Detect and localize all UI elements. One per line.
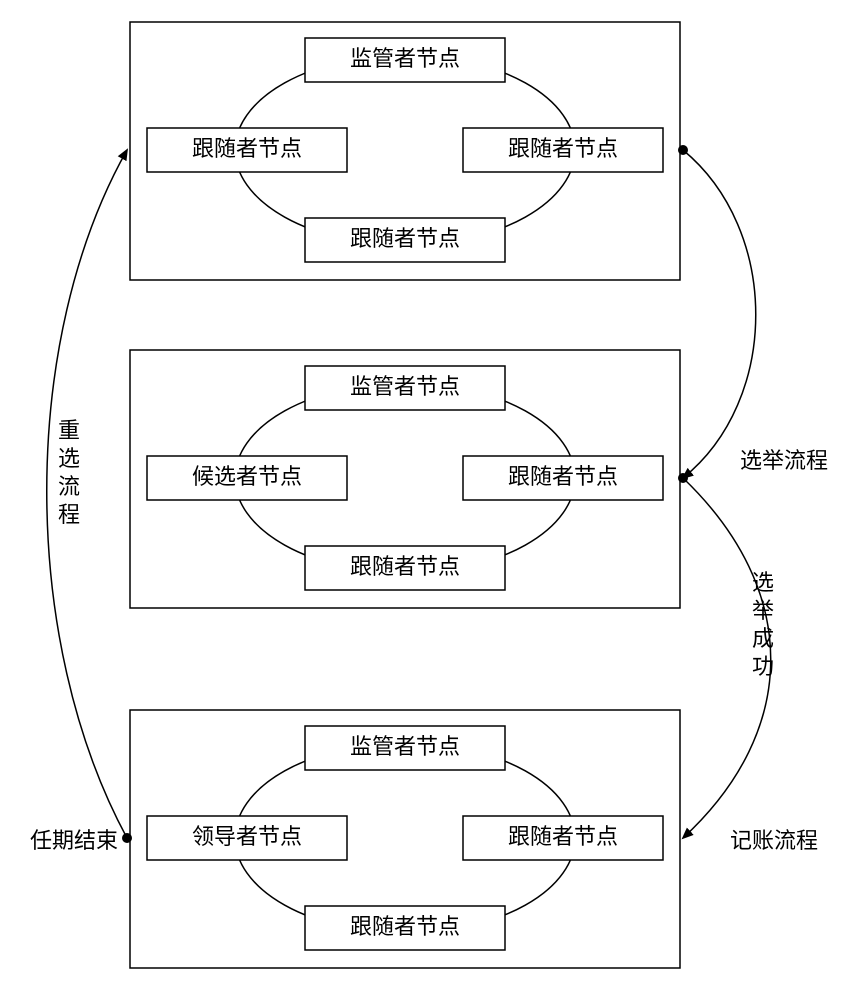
node-label-bot-leader: 领导者节点 bbox=[192, 824, 302, 849]
arrow-top-to-mid bbox=[683, 150, 756, 478]
side-label-left_vertical-char0: 重 bbox=[58, 418, 80, 443]
node-label-bot-follower_b: 跟随者节点 bbox=[350, 914, 460, 939]
node-label-top-follower_r: 跟随者节点 bbox=[508, 136, 618, 161]
node-label-top-follower_b: 跟随者节点 bbox=[350, 226, 460, 251]
node-label-bot-follower_r: 跟随者节点 bbox=[508, 824, 618, 849]
node-label-mid-candidate: 候选者节点 bbox=[192, 464, 302, 489]
node-label-top-follower_l: 跟随者节点 bbox=[192, 136, 302, 161]
side-label-right_top: 选举流程 bbox=[740, 448, 828, 473]
side-label-left_vertical-char1: 选 bbox=[58, 446, 80, 471]
side-label-right_vertical-char0: 选 bbox=[752, 570, 774, 595]
node-label-mid-follower_b: 跟随者节点 bbox=[350, 554, 460, 579]
side-label-right_vertical-char2: 成 bbox=[752, 626, 774, 651]
side-label-right_vertical-char3: 功 bbox=[752, 654, 774, 679]
node-label-top-supervisor: 监管者节点 bbox=[350, 46, 460, 71]
side-label-left_vertical-char3: 程 bbox=[58, 502, 80, 527]
connector-dot-1 bbox=[678, 473, 688, 483]
side-label-right_bottom: 记账流程 bbox=[730, 828, 818, 853]
node-label-mid-follower_r: 跟随者节点 bbox=[508, 464, 618, 489]
node-label-mid-supervisor: 监管者节点 bbox=[350, 374, 460, 399]
node-label-bot-supervisor: 监管者节点 bbox=[350, 734, 460, 759]
side-label-right_vertical-char1: 举 bbox=[752, 598, 774, 623]
side-label-left_bottom: 任期结束 bbox=[30, 828, 118, 853]
connector-dot-2 bbox=[122, 833, 132, 843]
side-label-left_vertical-char2: 流 bbox=[58, 474, 80, 499]
connector-dot-0 bbox=[678, 145, 688, 155]
